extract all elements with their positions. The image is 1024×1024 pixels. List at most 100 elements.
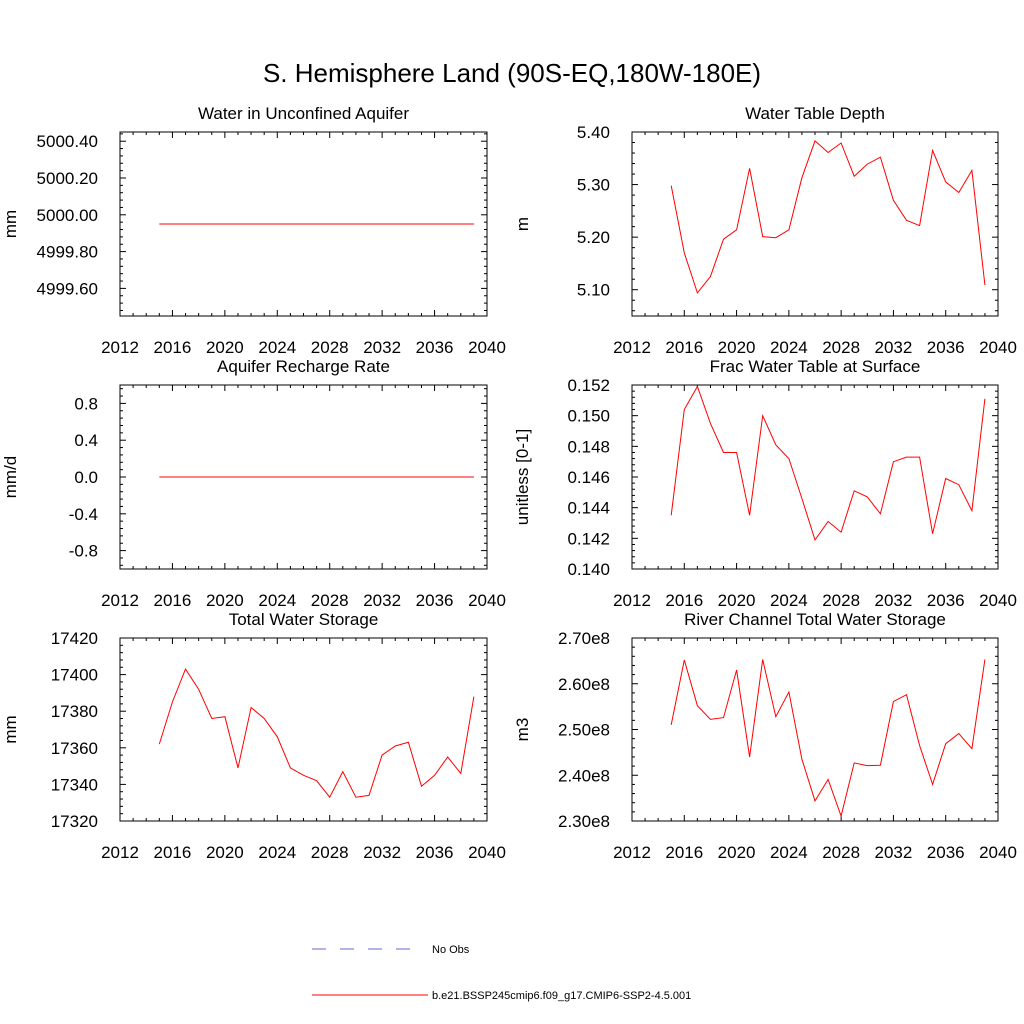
y-tick-label: 2.50e8 bbox=[558, 721, 610, 740]
x-tick-label: 2020 bbox=[718, 843, 756, 862]
y-tick-label: 17360 bbox=[51, 739, 98, 758]
y-tick-label: 0.4 bbox=[74, 431, 98, 450]
x-tick-label: 2020 bbox=[718, 338, 756, 357]
x-tick-label: 2020 bbox=[206, 338, 244, 357]
y-axis-label: mm bbox=[1, 210, 20, 238]
x-tick-label: 2040 bbox=[979, 843, 1017, 862]
x-tick-label: 2020 bbox=[206, 591, 244, 610]
y-tick-label: 2.40e8 bbox=[558, 766, 610, 785]
x-tick-label: 2028 bbox=[822, 338, 860, 357]
x-tick-label: 2012 bbox=[101, 843, 139, 862]
x-tick-label: 2024 bbox=[770, 338, 808, 357]
x-tick-label: 2032 bbox=[875, 843, 913, 862]
x-tick-label: 2028 bbox=[822, 843, 860, 862]
y-tick-label: 4999.60 bbox=[37, 279, 98, 298]
figure-title: S. Hemisphere Land (90S-EQ,180W-180E) bbox=[263, 58, 761, 88]
y-tick-label: 5.20 bbox=[577, 228, 610, 247]
x-tick-label: 2036 bbox=[416, 591, 454, 610]
x-tick-label: 2012 bbox=[613, 338, 651, 357]
y-tick-label: 2.60e8 bbox=[558, 675, 610, 694]
x-tick-label: 2032 bbox=[363, 843, 401, 862]
y-axis-label: unitless [0-1] bbox=[513, 429, 532, 525]
x-tick-label: 2016 bbox=[154, 843, 192, 862]
x-tick-label: 2032 bbox=[875, 338, 913, 357]
x-tick-label: 2040 bbox=[468, 843, 506, 862]
series-line bbox=[158, 668, 475, 799]
x-tick-label: 2032 bbox=[363, 338, 401, 357]
x-tick-label: 2028 bbox=[311, 338, 349, 357]
x-tick-label: 2020 bbox=[206, 843, 244, 862]
panel-title: Frac Water Table at Surface bbox=[710, 357, 921, 376]
y-tick-label: -0.8 bbox=[69, 542, 98, 561]
y-tick-label: 4999.80 bbox=[37, 243, 98, 262]
plot-frame bbox=[631, 637, 999, 822]
y-tick-label: 5.30 bbox=[577, 176, 610, 195]
panel-unconfined-aquifer: Water in Unconfined Aquifer mm 2012 2016 202… bbox=[1, 104, 506, 357]
panel-title: River Channel Total Water Storage bbox=[684, 610, 946, 629]
y-tick-label: 5000.20 bbox=[37, 169, 98, 188]
y-tick-label: 0.140 bbox=[567, 560, 610, 579]
x-tick-label: 2024 bbox=[258, 338, 296, 357]
y-tick-label: 17380 bbox=[51, 702, 98, 721]
series-line bbox=[670, 140, 986, 294]
y-axis-label: mm bbox=[1, 715, 20, 743]
x-tick-label: 2016 bbox=[154, 591, 192, 610]
panel-frac-water-table: Frac Water Table at Surface unitless [0-1… bbox=[513, 357, 1017, 610]
x-tick-label: 2024 bbox=[770, 591, 808, 610]
y-axis-label: m3 bbox=[513, 718, 532, 742]
plot-frame bbox=[631, 384, 999, 570]
x-tick-label: 2032 bbox=[363, 591, 401, 610]
panel-recharge-rate: Aquifer Recharge Rate mm/d 2012 2016 2020 202… bbox=[1, 357, 506, 610]
x-tick-label: 2012 bbox=[613, 591, 651, 610]
y-tick-label: 17420 bbox=[51, 629, 98, 648]
y-axis-label: mm/d bbox=[1, 456, 20, 499]
x-tick-label: 2040 bbox=[979, 591, 1017, 610]
y-tick-label: 0.150 bbox=[567, 407, 610, 426]
y-tick-label: 0.144 bbox=[567, 499, 610, 518]
x-tick-label: 2016 bbox=[665, 843, 703, 862]
x-tick-label: 2016 bbox=[154, 338, 192, 357]
y-tick-label: 0.0 bbox=[74, 468, 98, 487]
x-tick-label: 2040 bbox=[468, 591, 506, 610]
x-tick-label: 2036 bbox=[416, 338, 454, 357]
y-tick-label: 0.148 bbox=[567, 437, 610, 456]
x-tick-label: 2024 bbox=[770, 843, 808, 862]
y-tick-label: 2.30e8 bbox=[558, 812, 610, 831]
x-tick-label: 2012 bbox=[613, 843, 651, 862]
panel-title: Total Water Storage bbox=[229, 610, 379, 629]
panel-water-table-depth: Water Table Depth m 2012 2016 2020 2024 2028 20… bbox=[513, 104, 1017, 357]
x-tick-label: 2024 bbox=[258, 591, 296, 610]
y-tick-label: 5.10 bbox=[577, 281, 610, 300]
x-tick-label: 2024 bbox=[258, 843, 296, 862]
plot-frame bbox=[631, 131, 999, 317]
y-tick-label: 17340 bbox=[51, 775, 98, 794]
legend-model-label: b.e21.BSSP245cmip6.f09_g17.CMIP6-SSP2-4.… bbox=[432, 990, 691, 1002]
x-tick-label: 2040 bbox=[979, 338, 1017, 357]
y-tick-label: 17320 bbox=[51, 812, 98, 831]
y-tick-label: 0.146 bbox=[567, 468, 610, 487]
panel-title: Water in Unconfined Aquifer bbox=[198, 104, 409, 123]
x-tick-label: 2036 bbox=[416, 843, 454, 862]
x-tick-label: 2036 bbox=[927, 843, 965, 862]
panel-total-water-storage: Total Water Storage mm 2012 2016 2020 2024 202… bbox=[1, 610, 506, 862]
x-tick-label: 2020 bbox=[718, 591, 756, 610]
chart-panels: Water in Unconfined Aquifer mm 2012 2016 202… bbox=[1, 104, 1017, 862]
y-tick-label: 0.152 bbox=[567, 376, 610, 395]
y-axis-label: m bbox=[513, 217, 532, 231]
y-tick-label: 5000.00 bbox=[37, 206, 98, 225]
panel-title: Aquifer Recharge Rate bbox=[217, 357, 390, 376]
x-tick-label: 2016 bbox=[665, 591, 703, 610]
y-tick-label: 5.40 bbox=[577, 123, 610, 142]
y-tick-label: 5000.40 bbox=[37, 132, 98, 151]
y-tick-label: -0.4 bbox=[69, 505, 98, 524]
x-tick-label: 2012 bbox=[101, 338, 139, 357]
x-tick-label: 2036 bbox=[927, 591, 965, 610]
y-tick-label: 17400 bbox=[51, 666, 98, 685]
x-tick-label: 2032 bbox=[875, 591, 913, 610]
x-tick-label: 2040 bbox=[468, 338, 506, 357]
series-line bbox=[670, 385, 986, 542]
x-tick-label: 2028 bbox=[822, 591, 860, 610]
series-line bbox=[670, 659, 986, 818]
